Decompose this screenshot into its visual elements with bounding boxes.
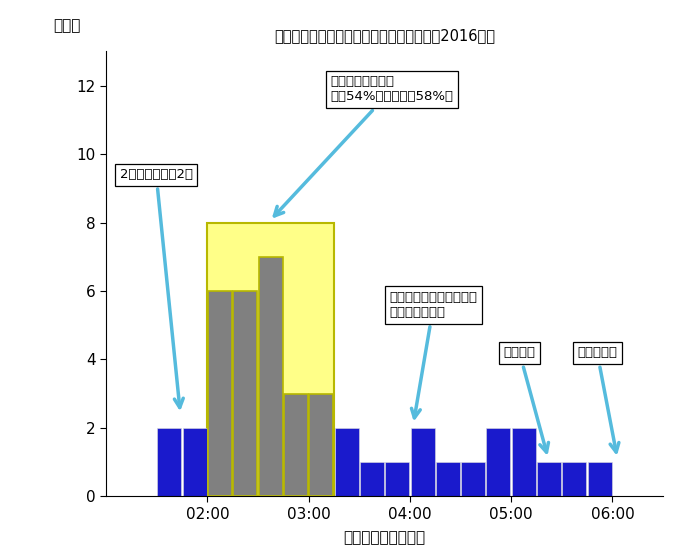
Bar bbox=[157, 428, 182, 496]
Bar bbox=[436, 462, 460, 496]
Title: パフォーマンス時間ごとの歌手数の分布（2016年）: パフォーマンス時間ごとの歌手数の分布（2016年） bbox=[274, 29, 495, 43]
Bar bbox=[335, 428, 359, 496]
Bar bbox=[208, 291, 232, 496]
Bar bbox=[309, 394, 334, 496]
Bar bbox=[360, 462, 384, 496]
Text: このあたりが多い
（約54%、演歌は約58%）: このあたりが多い （約54%、演歌は約58%） bbox=[275, 76, 454, 216]
Bar bbox=[183, 428, 207, 496]
X-axis label: パフォーマンス時間: パフォーマンス時間 bbox=[344, 530, 426, 545]
Bar bbox=[588, 462, 612, 496]
Bar bbox=[284, 394, 308, 496]
Bar bbox=[411, 428, 435, 496]
Bar bbox=[207, 222, 334, 496]
Text: 大トリの嵐: 大トリの嵐 bbox=[577, 347, 619, 452]
Bar bbox=[563, 462, 586, 496]
Text: 2分未満は演歌2人: 2分未満は演歌2人 bbox=[119, 168, 193, 408]
Bar bbox=[259, 256, 283, 496]
Bar bbox=[537, 462, 561, 496]
Bar bbox=[233, 291, 258, 496]
Text: 椎名林檎: 椎名林檎 bbox=[504, 347, 549, 452]
Bar bbox=[512, 428, 536, 496]
Bar bbox=[385, 462, 410, 496]
Y-axis label: 歌手数: 歌手数 bbox=[54, 18, 81, 34]
Bar bbox=[487, 428, 511, 496]
Text: トリの石川さゆりはここ
（演歌で最長）: トリの石川さゆりはここ （演歌で最長） bbox=[390, 291, 477, 418]
Bar bbox=[461, 462, 485, 496]
